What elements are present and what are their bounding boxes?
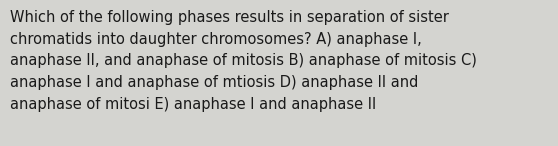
Text: Which of the following phases results in separation of sister
chromatids into da: Which of the following phases results in… xyxy=(10,10,477,112)
